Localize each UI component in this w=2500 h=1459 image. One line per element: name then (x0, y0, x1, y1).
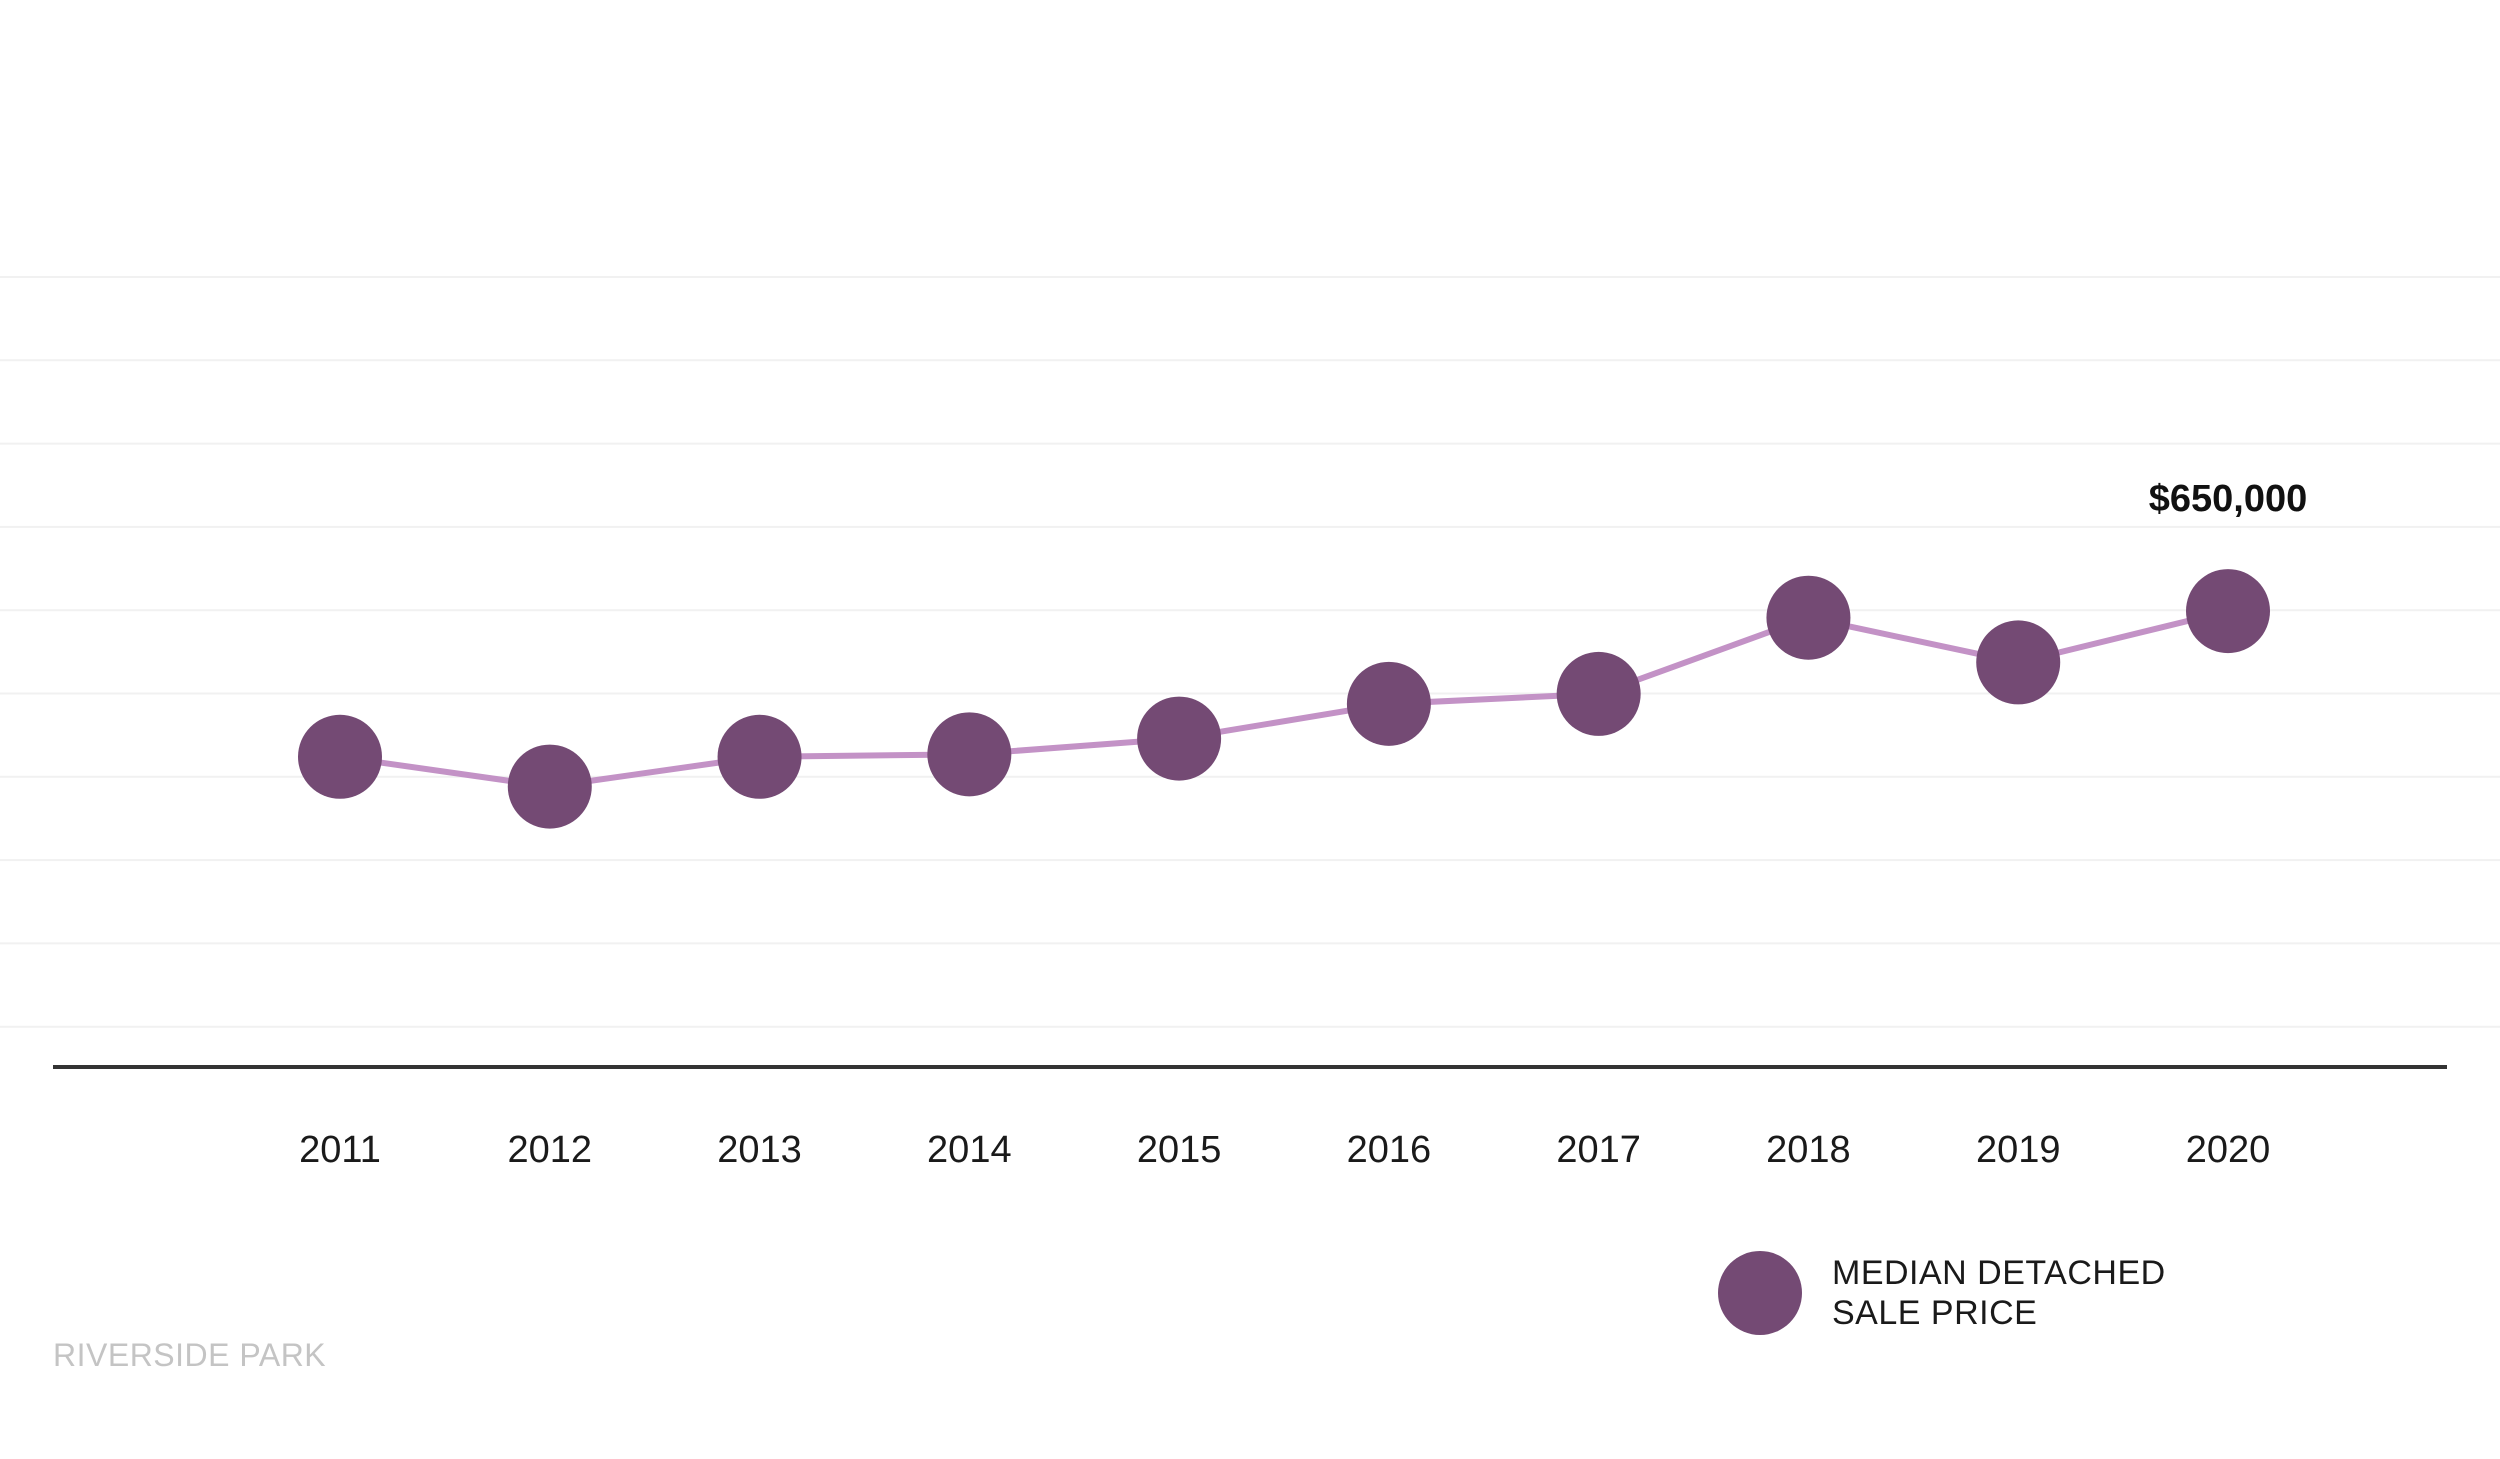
x-tick-label-2011: 2011 (299, 1129, 381, 1171)
data-point-2014 (927, 712, 1012, 797)
x-tick-label-2020: 2020 (2186, 1129, 2271, 1171)
x-tick-label-2014: 2014 (927, 1129, 1012, 1171)
legend: MEDIAN DETACHED SALE PRICE (1718, 1250, 2166, 1336)
x-tick-label-2017: 2017 (1556, 1129, 1641, 1171)
x-tick-label-2012: 2012 (508, 1129, 593, 1171)
data-point-2011 (298, 714, 382, 799)
series-markers (298, 569, 2270, 829)
data-point-2019 (1976, 620, 2061, 705)
x-tick-label-2019: 2019 (1976, 1129, 2061, 1171)
x-tick-label-2015: 2015 (1137, 1129, 1222, 1171)
data-point-2017 (1556, 651, 1641, 736)
series-line-path (339, 608, 2229, 790)
legend-label: MEDIAN DETACHED SALE PRICE (1832, 1253, 2166, 1333)
data-point-2020 (2186, 569, 2270, 654)
data-point-2013 (717, 714, 802, 799)
legend-label-line1: MEDIAN DETACHED (1832, 1254, 2166, 1292)
data-point-2016 (1346, 661, 1431, 746)
data-label-2020: $650,000 (2149, 478, 2308, 520)
series-line (339, 608, 2229, 790)
x-tick-label-2016: 2016 (1347, 1129, 1432, 1171)
x-tick-labels: 2011 2012 2013 2014 2015 2016 2017 2018 2019 2020 (299, 1129, 2270, 1171)
data-point-2015 (1137, 696, 1222, 781)
data-point-2018 (1766, 575, 1851, 660)
x-tick-label-2013: 2013 (717, 1129, 802, 1171)
footer-neighbourhood-label: RIVERSIDE PARK (53, 1337, 327, 1373)
x-tick-label-2018: 2018 (1766, 1129, 1851, 1171)
gridlines (0, 276, 2500, 1028)
legend-label-line2: SALE PRICE (1832, 1294, 2038, 1332)
data-labels: $650,000 (2149, 478, 2308, 520)
legend-marker-icon (1718, 1251, 1802, 1335)
data-point-2012 (507, 744, 592, 829)
